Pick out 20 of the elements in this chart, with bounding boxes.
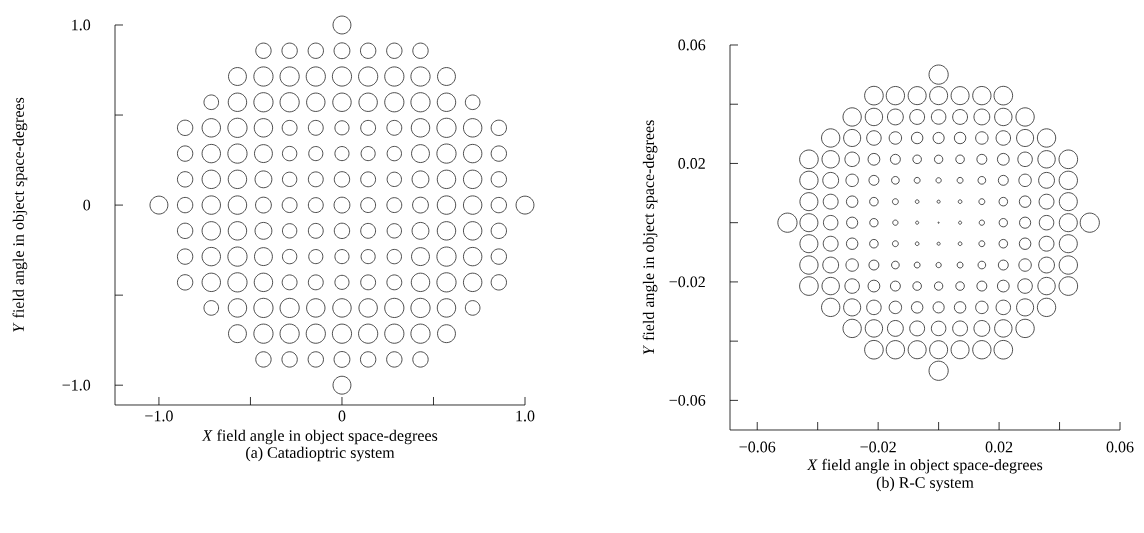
x-axis-title: X field angle in object space-degrees	[201, 429, 438, 445]
y-tick-label: 0.02	[678, 158, 705, 169]
y-tick-label: 1.0	[72, 19, 91, 31]
x-tick-label: 0	[338, 410, 346, 422]
text: (b) R-C system	[876, 476, 974, 492]
y-tick-label: −0.06	[669, 394, 706, 406]
x-tick-label: 1.0	[516, 410, 535, 422]
y-axis-title: Y field angle in object space-degrees	[642, 120, 658, 355]
y-axis-title: Y field angle in object space-degrees	[12, 97, 28, 332]
x-tick-label: 0.02	[985, 441, 1013, 453]
x-tick-label: −0.02	[860, 441, 896, 453]
x-tick-label: −0.06	[739, 441, 776, 453]
y-tick-label: 0.06	[678, 39, 706, 51]
x-tick-label: 0.06	[1106, 441, 1134, 453]
y-tick-label: 0	[83, 199, 91, 211]
y-tick-label: −0.02	[669, 276, 705, 288]
y-tick-label: −1.0	[62, 379, 91, 391]
x-tick-label: −1.0	[145, 410, 173, 422]
x-axis-title: X field angle in object space-degrees	[806, 458, 1043, 474]
text: (a) Catadioptric system	[246, 446, 395, 462]
